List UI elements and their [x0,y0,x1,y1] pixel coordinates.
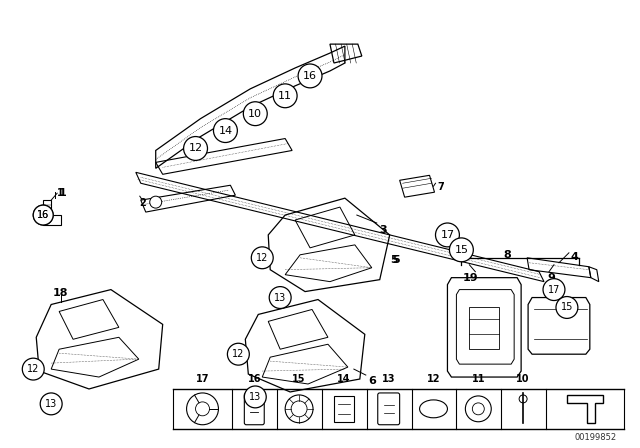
Text: 16: 16 [37,210,49,220]
Text: 1: 1 [57,188,64,198]
Circle shape [184,137,207,160]
Text: 8: 8 [503,250,511,260]
Circle shape [543,279,565,301]
Text: 15: 15 [454,245,468,255]
Text: 17: 17 [440,230,454,240]
Text: 1: 1 [59,188,67,198]
Text: 9: 9 [547,273,555,283]
Text: 5: 5 [390,255,397,265]
Circle shape [33,205,53,225]
Circle shape [252,247,273,269]
Circle shape [556,297,578,319]
Text: 17: 17 [548,284,560,295]
Circle shape [298,64,322,88]
Text: 16: 16 [248,374,261,384]
Text: 10: 10 [516,374,530,384]
Circle shape [22,358,44,380]
Text: 17: 17 [196,374,209,384]
Text: 11: 11 [472,374,485,384]
Text: 13: 13 [45,399,58,409]
Text: 7: 7 [438,182,444,192]
Circle shape [33,205,53,225]
Text: 14: 14 [218,125,232,136]
Circle shape [150,196,162,208]
Text: 12: 12 [256,253,268,263]
Circle shape [269,287,291,309]
Text: 15: 15 [292,374,306,384]
Text: 19: 19 [462,273,478,283]
Text: 6: 6 [368,376,376,386]
Text: 14: 14 [337,374,351,384]
Circle shape [244,386,266,408]
Bar [334,396,354,422]
Text: 00199852: 00199852 [575,433,617,442]
Text: 12: 12 [427,374,440,384]
Text: 18: 18 [53,288,68,297]
Text: 15: 15 [561,302,573,312]
Circle shape [40,393,62,415]
Circle shape [243,102,268,125]
Text: 4: 4 [571,252,579,262]
Text: 16: 16 [37,210,49,220]
Circle shape [273,84,297,108]
Text: 12: 12 [189,143,203,154]
Text: 12: 12 [232,349,244,359]
Circle shape [449,238,474,262]
Circle shape [214,119,237,142]
Text: 2: 2 [139,198,145,208]
Text: 11: 11 [278,91,292,101]
Text: 10: 10 [248,109,262,119]
Circle shape [435,223,460,247]
Circle shape [227,343,250,365]
Text: 13: 13 [382,374,396,384]
Text: 12: 12 [27,364,40,374]
Text: 5: 5 [393,255,400,265]
Text: 3: 3 [380,225,387,235]
Text: 13: 13 [274,293,286,302]
Text: 16: 16 [303,71,317,81]
Text: 13: 13 [249,392,261,402]
